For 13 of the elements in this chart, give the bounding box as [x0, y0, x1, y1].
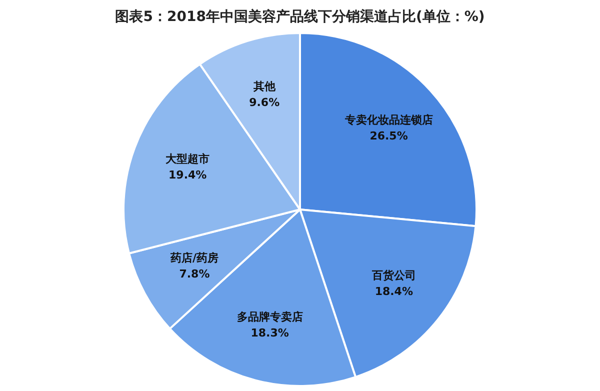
- data-label: 26.5%: [370, 130, 408, 143]
- slice-label: 专卖化妆品连锁店: [344, 114, 433, 127]
- slice-label: 多品牌专卖店: [236, 310, 303, 324]
- data-label: 7.8%: [179, 268, 210, 281]
- data-label: 18.4%: [374, 285, 413, 298]
- slice-label: 大型超市: [166, 152, 210, 166]
- data-label: 19.4%: [168, 168, 207, 182]
- data-label: 9.6%: [249, 96, 280, 109]
- data-label: 18.3%: [250, 326, 289, 340]
- chart-title: 图表5：2018年中国美容产品线下分销渠道占比(单位：%): [114, 8, 486, 26]
- slice-label: 药店/药房: [169, 252, 218, 265]
- slice-label: 百货公司: [370, 269, 416, 282]
- slice-label: 其他: [252, 80, 276, 93]
